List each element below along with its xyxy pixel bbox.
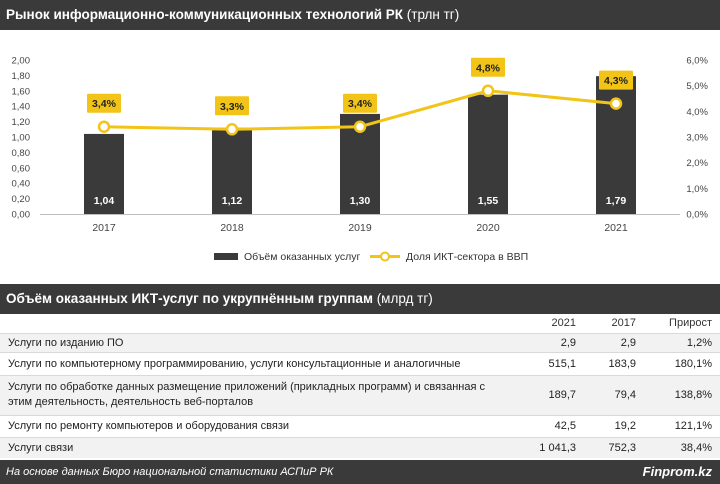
table-row: Услуги по изданию ПО 2,9 2,9 1,2% bbox=[0, 332, 720, 352]
row-value-2017: 79,4 bbox=[578, 374, 638, 415]
y-left-tick-label: 1,40 bbox=[12, 102, 31, 113]
table-row: Услуги связи 1 041,3 752,3 38,4% bbox=[0, 436, 720, 458]
legend-bar-label: Объём оказанных услуг bbox=[244, 251, 360, 263]
legend-line-marker bbox=[380, 251, 390, 262]
line-label-box bbox=[599, 70, 633, 90]
row-value-2017: 19,2 bbox=[578, 414, 638, 437]
line-label-box bbox=[471, 57, 505, 77]
y-right-tick-label: 3,0% bbox=[686, 133, 708, 144]
row-growth: 38,4% bbox=[638, 436, 720, 458]
bar bbox=[468, 94, 508, 214]
table-row: Услуги по ремонту компьютеров и оборудов… bbox=[0, 414, 720, 437]
y-left-tick-label: 0,60 bbox=[12, 163, 31, 174]
y-left-tick-label: 1,00 bbox=[12, 133, 31, 144]
y-left-tick-label: 1,60 bbox=[12, 86, 31, 97]
row-value-2021: 189,7 bbox=[520, 374, 578, 415]
table-row: Услуги по обработке данных размещение пр… bbox=[0, 374, 720, 415]
bar-value-label: 1,79 bbox=[606, 195, 627, 207]
y-left-tick-label: 0,40 bbox=[12, 179, 31, 190]
x-tick-label: 2017 bbox=[92, 222, 116, 234]
line-label-box bbox=[343, 93, 377, 113]
row-growth: 1,2% bbox=[638, 332, 720, 352]
row-value-2021: 2,9 bbox=[520, 332, 578, 352]
line-value-label: 4,3% bbox=[604, 75, 629, 87]
row-name: Услуги связи bbox=[0, 436, 520, 458]
row-value-2017: 2,9 bbox=[578, 332, 638, 352]
table-header: Объём оказанных ИКТ-услуг по укрупнённым… bbox=[0, 284, 720, 314]
y-right-tick-label: 1,0% bbox=[686, 184, 708, 195]
y-right-tick-label: 5,0% bbox=[686, 81, 708, 92]
legend-line-label: Доля ИКТ-сектора в ВВП bbox=[406, 251, 528, 263]
table-title: Объём оказанных ИКТ-услуг по укрупнённым… bbox=[6, 291, 373, 306]
col-header-name bbox=[0, 314, 520, 333]
row-name: Услуги по обработке данных размещение пр… bbox=[0, 374, 520, 415]
table-row: Услуги по компьютерному программированию… bbox=[0, 351, 720, 375]
bar bbox=[212, 127, 252, 214]
line-label-box bbox=[215, 96, 249, 116]
x-tick-label: 2020 bbox=[476, 222, 500, 234]
line-point bbox=[353, 120, 367, 133]
table-head-row: 2021 2017 Прирост bbox=[0, 314, 720, 333]
y-right-tick-label: 2,0% bbox=[686, 158, 708, 169]
row-name: Услуги по компьютерному программированию… bbox=[0, 351, 520, 375]
bar bbox=[84, 133, 124, 214]
row-growth: 121,1% bbox=[638, 414, 720, 437]
line-point bbox=[225, 123, 239, 136]
legend-bar-swatch bbox=[214, 253, 238, 260]
line-point bbox=[97, 120, 111, 133]
line-point bbox=[609, 97, 623, 110]
row-value-2021: 515,1 bbox=[520, 351, 578, 375]
x-tick-label: 2019 bbox=[348, 222, 372, 234]
row-growth: 180,1% bbox=[638, 351, 720, 375]
col-header-2021: 2021 bbox=[551, 317, 576, 330]
line-point bbox=[481, 84, 495, 98]
line-value-label: 3,3% bbox=[220, 101, 245, 113]
row-value-2021: 42,5 bbox=[520, 414, 578, 437]
col-header-growth: Прирост bbox=[669, 317, 712, 330]
x-tick-label: 2021 bbox=[604, 222, 628, 234]
line-value-label: 3,4% bbox=[348, 98, 373, 110]
y-left-tick-label: 0,20 bbox=[12, 194, 31, 205]
y-right-tick-label: 4,0% bbox=[686, 107, 708, 118]
y-left-tick-label: 1,80 bbox=[12, 71, 31, 82]
bar-value-label: 1,30 bbox=[350, 195, 371, 207]
chart-title: Рынок информационно-коммуникационных тех… bbox=[6, 7, 404, 22]
services-table: 2021 2017 Прирост Услуги по изданию ПО 2… bbox=[0, 314, 720, 460]
y-right-tick-label: 6,0% bbox=[686, 56, 708, 67]
y-left-tick-label: 2,00 bbox=[12, 56, 31, 67]
row-value-2017: 183,9 bbox=[578, 351, 638, 375]
x-tick-label: 2018 bbox=[220, 222, 244, 234]
bar-value-label: 1,55 bbox=[478, 195, 499, 207]
table-title-unit: (млрд тг) bbox=[372, 291, 433, 306]
source-note: На основе данных Бюро национальной стати… bbox=[6, 466, 334, 478]
y-left-tick-label: 0,00 bbox=[12, 210, 31, 221]
row-name: Услуги по изданию ПО bbox=[0, 332, 520, 352]
bar-value-label: 1,04 bbox=[94, 195, 115, 207]
line-label-box bbox=[87, 93, 121, 113]
bar bbox=[596, 76, 636, 214]
footer-bar: На основе данных Бюро национальной стати… bbox=[0, 460, 720, 484]
y-left-tick-label: 1,20 bbox=[12, 117, 31, 128]
line-value-label: 3,4% bbox=[92, 98, 117, 110]
row-growth: 138,8% bbox=[638, 374, 720, 415]
col-header-2017: 2017 bbox=[611, 317, 636, 330]
y-right-tick-label: 0,0% bbox=[686, 210, 708, 221]
row-value-2021: 1 041,3 bbox=[520, 436, 578, 458]
line-value-label: 4,8% bbox=[476, 62, 501, 74]
brand-logo: Finprom.kz bbox=[642, 464, 712, 479]
chart-header: Рынок информационно-коммуникационных тех… bbox=[0, 0, 720, 30]
chart-title-unit: (трлн тг) bbox=[403, 7, 460, 22]
bar-value-label: 1,12 bbox=[222, 195, 243, 207]
combo-chart: 0,00 0,20 0,40 0,60 0,80 1,00 1,20 1,40 1,60 1,80… bbox=[12, 56, 709, 264]
row-name: Услуги по ремонту компьютеров и оборудов… bbox=[0, 414, 520, 437]
row-value-2017: 752,3 bbox=[578, 436, 638, 458]
y-left-tick-label: 0,80 bbox=[12, 148, 31, 159]
